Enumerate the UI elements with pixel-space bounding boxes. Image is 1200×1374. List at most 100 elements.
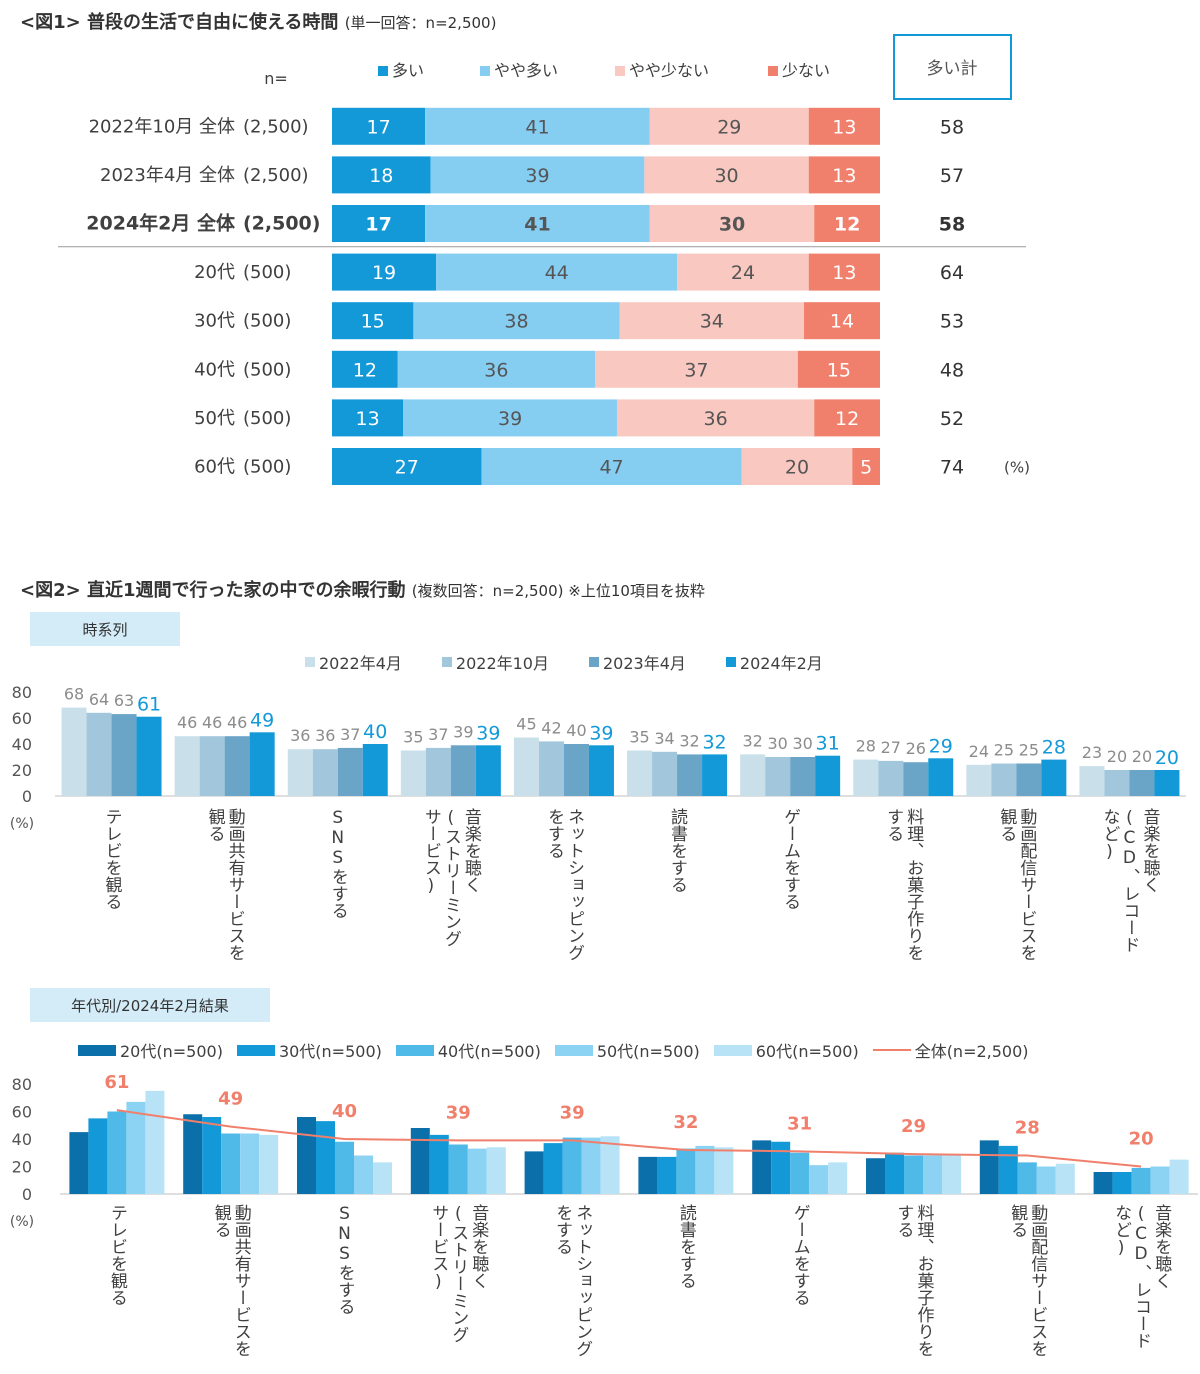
- row-n: (2,500): [243, 165, 309, 186]
- legend-swatch: [554, 1044, 593, 1056]
- bar: [790, 1152, 810, 1194]
- bar: [88, 1118, 108, 1194]
- bar-value-label: 27: [881, 738, 901, 757]
- bar: [86, 712, 112, 796]
- bar-value-label: 20: [1132, 747, 1152, 766]
- bar-value-label: 68: [64, 685, 84, 704]
- legend-swatch: [725, 657, 736, 667]
- legend-label: 50代(n=500): [596, 1042, 700, 1061]
- segment-label: 41: [524, 214, 550, 236]
- bar: [1169, 1159, 1189, 1194]
- bar: [677, 754, 703, 796]
- overall-value-label: 39: [446, 1102, 471, 1123]
- bar: [354, 1155, 373, 1194]
- row-label: 30代: [194, 311, 235, 332]
- bar: [828, 1162, 848, 1194]
- row-sum: 74: [940, 457, 964, 479]
- bar-value-label: 26: [906, 739, 926, 758]
- legend-swatch: [441, 657, 452, 667]
- legend-label: 2022年4月: [319, 654, 402, 673]
- bar-value-label: 39: [453, 722, 473, 741]
- stacked-segment: [616, 399, 815, 437]
- stacked-segment: [403, 399, 617, 437]
- bar-value-label: 32: [702, 731, 726, 753]
- legend-item: 2024年2月: [725, 650, 823, 674]
- legend-item: 60代(n=500): [713, 1038, 859, 1062]
- bar: [714, 1147, 734, 1194]
- bar: [202, 1117, 222, 1194]
- stacked-segment: [332, 399, 404, 437]
- bar: [853, 759, 879, 796]
- fig1-legend-swatch: [378, 66, 388, 76]
- segment-label: 29: [717, 116, 741, 138]
- segment-label: 18: [369, 165, 393, 187]
- segment-label: 47: [599, 457, 623, 479]
- bar: [588, 745, 614, 796]
- stacked-segment: [332, 107, 426, 145]
- stacked-segment: [332, 156, 431, 194]
- category-label: をする: [552, 1204, 572, 1255]
- category-label: ネットショッピング: [572, 1204, 592, 1357]
- overall-value-label: 49: [218, 1089, 243, 1110]
- category-label: ネットショッピング: [564, 808, 584, 961]
- legend-label: 60代(n=500): [755, 1042, 859, 1061]
- category-label: テレビを観る: [102, 808, 123, 910]
- category-label: 料理、お菓子作りを: [914, 1204, 935, 1357]
- bar: [1112, 1172, 1132, 1194]
- stacked-segment: [808, 107, 880, 145]
- bar: [221, 1133, 241, 1194]
- row-sum: 57: [940, 165, 964, 187]
- segment-label: 41: [525, 116, 549, 138]
- bar-value-label: 31: [816, 733, 840, 755]
- fig1-title-text: <図1> 普段の生活で自由に使える時間: [20, 12, 339, 33]
- n-label: n=: [264, 69, 288, 88]
- bar: [373, 1162, 392, 1194]
- stacked-segment: [814, 399, 880, 437]
- bar: [297, 1117, 316, 1194]
- bar: [998, 1145, 1018, 1194]
- bar-value-label: 24: [969, 742, 989, 761]
- category-label: 読書をする: [676, 1204, 697, 1289]
- bar: [335, 1141, 354, 1194]
- segment-label: 13: [356, 408, 380, 430]
- stacked-segment: [481, 448, 742, 485]
- bar: [1017, 1162, 1037, 1194]
- bar-value-label: 36: [315, 726, 335, 745]
- bar: [790, 757, 816, 796]
- row-n: (2,500): [243, 213, 320, 235]
- category-label: (ストリーミング: [441, 808, 461, 947]
- bar: [765, 757, 791, 796]
- bar: [866, 1158, 885, 1194]
- legend-item: 2022年10月: [441, 650, 549, 674]
- bar-value-label: 37: [428, 725, 448, 744]
- bar: [224, 736, 250, 796]
- stacked-segment: [425, 205, 650, 242]
- bar: [448, 1144, 468, 1194]
- stacked-segment: [332, 448, 482, 485]
- category-label: テレビを観る: [107, 1204, 128, 1306]
- bar: [638, 1156, 658, 1194]
- bar: [771, 1141, 791, 1194]
- segment-label: 13: [832, 262, 856, 284]
- category-label: 観る: [996, 808, 1017, 842]
- segment-label: 12: [835, 408, 859, 430]
- stacked-segment: [644, 156, 809, 194]
- overall-value-label: 39: [560, 1102, 585, 1123]
- bar: [69, 1132, 89, 1194]
- segment-label: 39: [498, 408, 522, 430]
- bar-value-label: 64: [89, 690, 109, 709]
- bar: [543, 1143, 563, 1194]
- stacked-segment: [649, 107, 809, 145]
- bar-value-label: 46: [227, 713, 247, 732]
- y-axis-unit: (%): [10, 1214, 34, 1230]
- legend-line-swatch: [872, 1049, 911, 1051]
- legend-item: 20代(n=500): [78, 1038, 223, 1062]
- bar: [1036, 1166, 1056, 1194]
- bar: [287, 749, 313, 796]
- stacked-segment: [619, 302, 805, 340]
- bar: [1079, 766, 1105, 796]
- stacked-segment: [436, 253, 678, 291]
- category-label: サービス): [421, 808, 441, 896]
- stacked-segment: [430, 156, 645, 194]
